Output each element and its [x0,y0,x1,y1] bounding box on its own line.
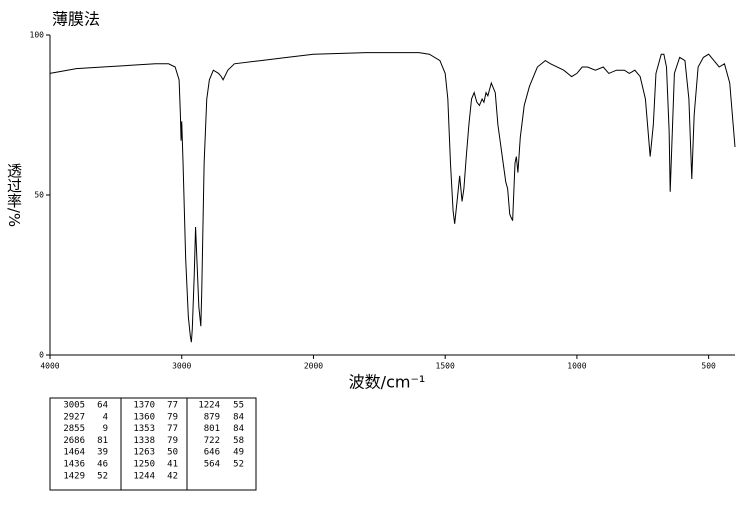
peak-transmittance: 41 [167,460,178,470]
x-tick-label: 3000 [172,362,191,371]
peak-transmittance: 42 [167,471,178,481]
peak-table-frame [49,397,257,491]
peak-wavenumber: 1263 [133,448,155,458]
peak-transmittance: 64 [97,401,108,411]
peak-transmittance: 46 [97,460,108,470]
peak-wavenumber: 1464 [63,448,85,458]
y-axis-label: 透过率/% [5,163,23,227]
peak-wavenumber: 1353 [133,424,155,434]
peak-wavenumber: 2927 [63,412,85,422]
peak-wavenumber: 1370 [133,401,155,411]
peak-transmittance: 52 [97,471,108,481]
peak-wavenumber: 3005 [63,401,85,411]
peak-transmittance: 84 [233,412,244,422]
peak-transmittance: 52 [233,460,244,470]
peak-wavenumber: 2855 [63,424,85,434]
peak-transmittance: 79 [167,412,178,422]
peak-wavenumber: 1244 [133,471,155,481]
peak-transmittance: 39 [97,448,108,458]
y-tick-label: 50 [34,191,44,200]
peak-wavenumber: 1338 [133,436,155,446]
peak-wavenumber: 1224 [198,401,220,411]
x-tick-label: 4000 [40,362,59,371]
peak-wavenumber: 2686 [63,436,85,446]
x-axis-label: 波数/cm⁻¹ [349,373,426,392]
peak-transmittance: 9 [103,424,108,434]
peak-wavenumber: 1250 [133,460,155,470]
x-tick-label: 1000 [567,362,586,371]
peak-transmittance: 50 [167,448,178,458]
peak-wavenumber: 564 [204,460,220,470]
y-tick-label: 0 [39,351,44,360]
peak-wavenumber: 1360 [133,412,155,422]
y-tick-label: 100 [30,31,45,40]
peak-transmittance: 81 [97,436,108,446]
peak-transmittance: 58 [233,436,244,446]
peak-transmittance: 49 [233,448,244,458]
peak-transmittance: 4 [103,412,108,422]
peak-transmittance: 84 [233,424,244,434]
peak-wavenumber: 1429 [63,471,85,481]
peak-wavenumber: 722 [204,436,220,446]
peak-transmittance: 77 [167,424,178,434]
x-tick-label: 1500 [436,362,455,371]
spectrum-line [49,52,736,343]
peak-transmittance: 55 [233,401,244,411]
peak-transmittance: 77 [167,401,178,411]
peak-wavenumber: 879 [204,412,220,422]
x-tick-label: 500 [701,362,716,371]
peak-transmittance: 79 [167,436,178,446]
peak-wavenumber: 1436 [63,460,85,470]
peak-wavenumber: 646 [204,448,220,458]
chart-title: 薄膜法 [52,10,100,29]
peak-wavenumber: 801 [204,424,220,434]
x-tick-label: 2000 [304,362,323,371]
